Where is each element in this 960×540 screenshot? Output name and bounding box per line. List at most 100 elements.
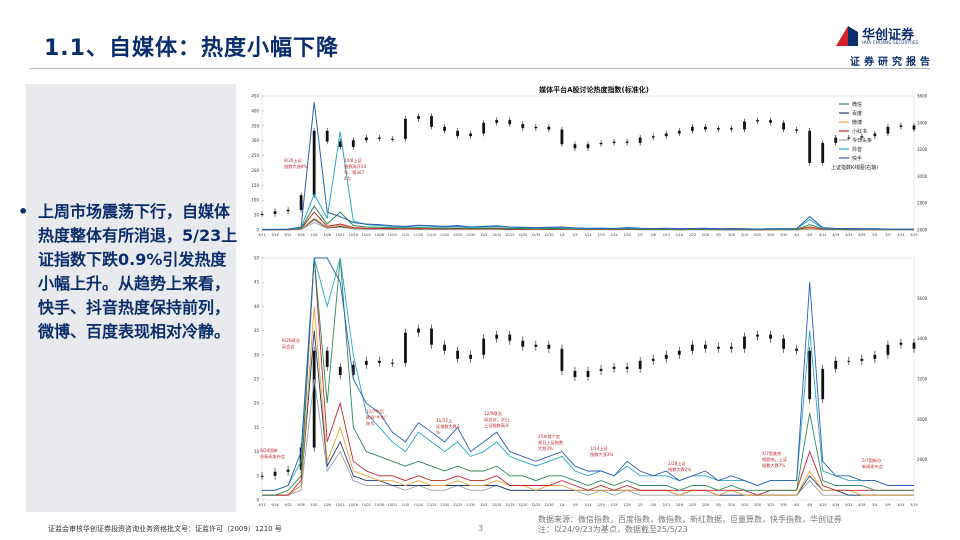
brand-name: 华创证券 (862, 28, 915, 43)
y2-tick-label: 2600 (917, 228, 928, 233)
x-tick-label: 3/25 (767, 233, 774, 237)
kline-candle (547, 344, 551, 349)
x-tick-label: 12/20 (518, 233, 527, 237)
kline-candle (417, 116, 420, 119)
kline-candle (273, 211, 277, 214)
kline-candle (377, 137, 381, 139)
y-tick-label: 50 (254, 213, 260, 218)
x-tick-label: 9/26 (298, 233, 305, 237)
kline-candle (456, 130, 459, 137)
kline-candle (651, 358, 655, 361)
y-tick-label: 0 (256, 228, 259, 233)
x-tick-label: 10/1 (311, 503, 318, 507)
kline-candle (482, 338, 486, 355)
annotation-line: 指数大跌2% (668, 466, 691, 473)
x-tick-label: 1/19 (597, 503, 604, 507)
kline-candle (821, 142, 825, 163)
x-tick-label: 2/3 (638, 503, 643, 507)
y-tick-label: 35 (254, 328, 260, 333)
annotation-line: 指数高开10 (344, 163, 366, 170)
kline-candle (286, 469, 290, 472)
kline-candle (886, 126, 890, 134)
kline-candle (612, 366, 616, 369)
kline-candle (286, 209, 290, 212)
series-line-今日头条 (262, 378, 914, 496)
kline-candle (756, 120, 759, 122)
x-tick-label: 5/14 (897, 503, 904, 507)
annotation-line: % (436, 430, 440, 435)
y2-tick-label: 2800 (917, 201, 928, 206)
annotation-line: 局会议，次日 (484, 416, 509, 423)
y-tick-label: 250 (251, 153, 259, 158)
x-tick-label: 9/16 (271, 503, 278, 507)
x-tick-label: 3/25 (767, 503, 774, 507)
x-tick-label: 12/30 (544, 233, 553, 237)
y2-tick-label: 3600 (917, 94, 928, 99)
x-tick-label: 5/19 (910, 503, 917, 507)
annotation-line: 账号 (366, 420, 374, 427)
legend-label: 小红书 (852, 128, 867, 135)
x-tick-label: 4/24 (845, 233, 852, 237)
x-tick-label: 10/26 (375, 503, 384, 507)
x-tick-label: 1/4 (559, 233, 564, 237)
kline-candle (325, 350, 329, 367)
kline-candle (377, 360, 381, 363)
x-tick-label: 5/4 (872, 503, 877, 507)
source-line-1: 数据来源：微信指数，百度指数，微指数，新红数据，巨量算数，快手指数，华创证券 (538, 515, 842, 524)
x-tick-label: 5/9 (885, 233, 890, 237)
kline-candle (260, 213, 264, 215)
kline-candle (782, 338, 785, 349)
kline-candle (677, 350, 681, 355)
kline-candle (769, 120, 772, 123)
kline-candle (808, 130, 812, 163)
x-tick-label: 4/19 (832, 233, 839, 237)
summary-panel (26, 84, 236, 512)
x-tick-label: 10/16 (349, 233, 358, 237)
kline-candle (808, 350, 812, 400)
legend-label: 微博 (852, 119, 862, 126)
y-tick-label: 350 (251, 123, 259, 128)
x-tick-label: 3/5 (716, 233, 721, 237)
page-number: 3 (478, 524, 484, 533)
y-tick-label: 25 (254, 377, 260, 382)
x-tick-label: 11/25 (453, 233, 462, 237)
chart-annotation: 5/7国新办新闻发布会 (862, 457, 884, 470)
x-tick-label: 11/10 (414, 503, 423, 507)
annotation-line: 局会议 (282, 343, 295, 350)
kline-candle (391, 138, 394, 140)
annotation-line: 税影响，上证 (762, 456, 788, 463)
kline-candle (338, 366, 342, 375)
kline-candle (260, 475, 264, 477)
y2-tick-label: 3000 (917, 417, 928, 422)
y-tick-label: 30 (254, 352, 260, 357)
kline-candle (364, 137, 368, 141)
kline-candle (795, 129, 799, 131)
kline-candle (782, 122, 785, 130)
kline-candle (651, 136, 655, 138)
page-title: 1.1、自媒体：热度小幅下降 (44, 36, 339, 61)
chart-annotation: 11/22上证指数大跌3% (436, 417, 460, 435)
kline-candle (325, 130, 329, 142)
kline-candle (860, 136, 864, 138)
chart-annotation: 9/26政治局会议 (282, 337, 300, 350)
license-footer: 证监会审核华创证券投资咨询业务资格批文号：证监许可（2009）1210 号 (48, 525, 282, 533)
series-line-百度 (262, 330, 914, 496)
legend-label: 快手 (852, 155, 862, 162)
series-line-快手 (262, 101, 914, 230)
kline-candle (273, 471, 277, 476)
x-tick-label: 4/4 (794, 503, 799, 507)
x-tick-label: 12/20 (518, 503, 527, 507)
kline-candle (430, 328, 433, 345)
x-tick-label: 2/18 (676, 503, 683, 507)
x-tick-label: 10/1 (311, 233, 318, 237)
kline-candle (612, 141, 616, 143)
kline-candle (873, 354, 877, 359)
x-tick-label: 1/9 (572, 503, 577, 507)
kline-candle (521, 124, 525, 129)
annotation-line: 上证指数高开 (484, 422, 509, 429)
x-tick-label: 10/11 (336, 503, 345, 507)
kline-candle (599, 142, 603, 145)
x-tick-label: 9/16 (271, 233, 278, 237)
x-tick-label: 12/10 (492, 503, 501, 507)
kline-candle (677, 130, 681, 134)
